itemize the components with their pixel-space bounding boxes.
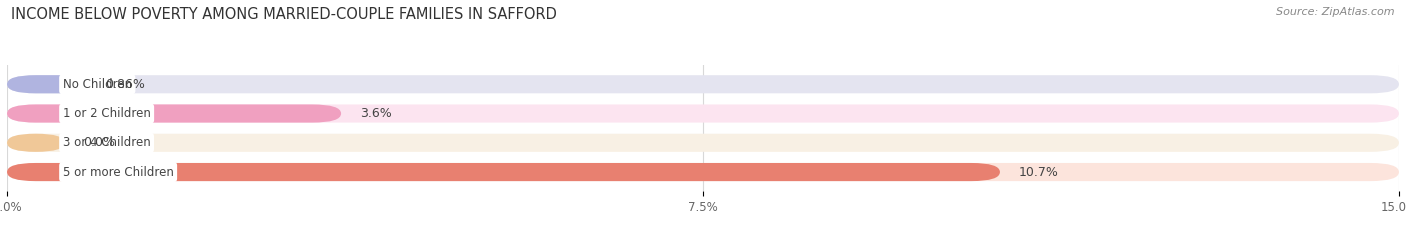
FancyBboxPatch shape [7,104,1399,123]
Text: 1 or 2 Children: 1 or 2 Children [63,107,150,120]
FancyBboxPatch shape [7,134,1399,152]
FancyBboxPatch shape [7,134,65,152]
Text: INCOME BELOW POVERTY AMONG MARRIED-COUPLE FAMILIES IN SAFFORD: INCOME BELOW POVERTY AMONG MARRIED-COUPL… [11,7,557,22]
Text: 3.6%: 3.6% [360,107,391,120]
FancyBboxPatch shape [7,104,342,123]
Text: 0.0%: 0.0% [83,136,115,149]
FancyBboxPatch shape [7,75,87,93]
FancyBboxPatch shape [7,75,1399,93]
Text: 0.86%: 0.86% [105,78,145,91]
FancyBboxPatch shape [7,163,1399,181]
Text: 10.7%: 10.7% [1018,165,1059,178]
Text: No Children: No Children [63,78,132,91]
FancyBboxPatch shape [7,163,1000,181]
Text: 3 or 4 Children: 3 or 4 Children [63,136,150,149]
Text: Source: ZipAtlas.com: Source: ZipAtlas.com [1277,7,1395,17]
Text: 5 or more Children: 5 or more Children [63,165,173,178]
